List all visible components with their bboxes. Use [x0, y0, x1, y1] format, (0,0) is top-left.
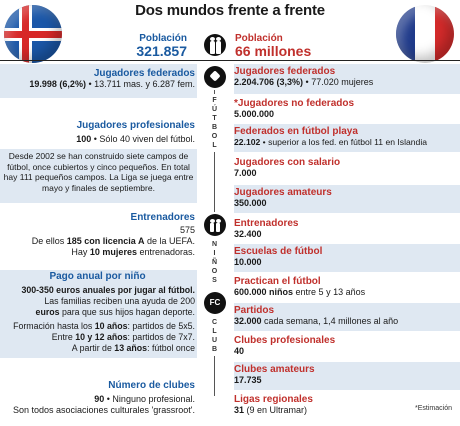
- iceland-population: Población 321.857: [136, 33, 187, 59]
- estimation-note: *Estimación: [415, 405, 452, 412]
- page-title: Dos mundos frente a frente: [135, 2, 325, 19]
- iceland-campos: Desde 2002 se han construido siete campo…: [0, 149, 197, 203]
- france-item-2: Federados en fútbol playa 22.102 • super…: [234, 124, 460, 152]
- france-item-4: Jugadores amateurs 350.000: [234, 185, 460, 213]
- iceland-clubes: Número de clubes 90 • Ninguno profesiona…: [12, 380, 195, 415]
- france-item-10: Clubes amateurs 17.735: [234, 362, 460, 390]
- iceland-federados: Jugadores federados 19.998 (6,2%) • 13.7…: [0, 64, 197, 98]
- france-item-9: Clubes profesionales 40: [234, 335, 336, 356]
- france-item-7: Practican el fútbol 600.000 niños entre …: [234, 276, 366, 297]
- iceland-entrenadores: Entrenadores 575 De ellos 185 con licenc…: [31, 212, 195, 257]
- football-icon: [204, 66, 226, 88]
- club-icon: FC: [204, 292, 226, 314]
- france-item-1: *Jugadores no federados 5.000.000: [234, 98, 355, 119]
- france-item-3: Jugadores con salario 7.000: [234, 157, 341, 178]
- france-item-6: Escuelas de fútbol 10.000: [234, 244, 460, 272]
- iceland-pago: Pago anual por niño 300-350 euros anuale…: [0, 270, 197, 358]
- header-divider: [0, 60, 460, 61]
- futbol-vertical-label: F Ú T B O L: [211, 97, 219, 149]
- france-population: Población 66 millones: [235, 33, 312, 59]
- ninos-vertical-label: N I Ñ O S: [211, 241, 219, 284]
- france-item-5: Entrenadores 32.400: [234, 218, 299, 239]
- iceland-flag-icon: [4, 5, 62, 63]
- france-item-8: Partidos 32.000 cada semana, 1,4 millone…: [234, 303, 460, 331]
- club-vertical-label: C L U B: [211, 319, 219, 353]
- children-icon: [204, 214, 226, 236]
- people-icon: [204, 34, 226, 56]
- france-item-0: Jugadores federados 2.204.706 (3,3%) • 7…: [234, 64, 460, 94]
- france-flag-icon: [396, 5, 454, 63]
- iceland-profesionales: Jugadores profesionales 100 • Sólo 40 vi…: [76, 120, 195, 144]
- france-item-11: Ligas regionales 31 (9 en Ultramar): [234, 394, 313, 415]
